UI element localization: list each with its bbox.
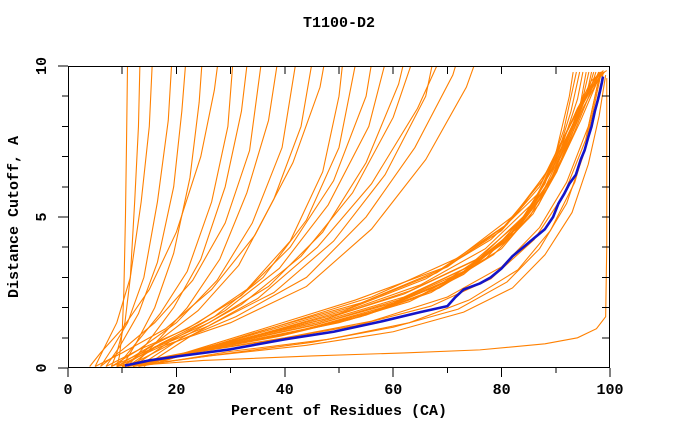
model-curve (100, 66, 173, 367)
model-curve (116, 66, 343, 367)
model-curve (116, 66, 475, 367)
model-curve (111, 66, 433, 367)
chart-title: T1100-D2 (303, 15, 375, 32)
x-tick-label: 20 (167, 382, 185, 399)
model-curve (127, 74, 607, 368)
model-curve (121, 66, 404, 367)
model-curve (105, 66, 372, 367)
y-tick-label: 10 (34, 57, 51, 75)
model-curve (116, 71, 602, 368)
model-curve (100, 66, 262, 367)
x-tick-label: 60 (384, 382, 402, 399)
model-curve (127, 66, 356, 367)
model-curve (138, 66, 412, 367)
model-curve (94, 66, 325, 367)
model-curve (159, 70, 604, 361)
model-curve (132, 71, 595, 366)
highlighted-curve (124, 76, 605, 367)
model-curve (122, 74, 601, 368)
x-axis-label: Percent of Residues (CA) (231, 403, 447, 420)
model-curve (105, 66, 186, 367)
model-curve (122, 78, 608, 368)
model-curve (116, 66, 129, 367)
model-curve (94, 66, 153, 367)
model-curve (132, 71, 603, 368)
axes-layer: 0 20 40 60 80 100 0 5 10 (34, 57, 624, 399)
y-tick-label: 5 (34, 212, 51, 221)
curves-layer (89, 66, 608, 368)
model-curve (127, 66, 457, 367)
x-tick-label: 0 (63, 382, 72, 399)
x-tick-label: 40 (276, 382, 294, 399)
model-curve (149, 71, 605, 365)
x-tick-label: 100 (596, 382, 623, 399)
y-tick-label: 0 (34, 363, 51, 372)
y-axis-label: Distance Cutoff, A (6, 136, 23, 298)
x-tick-label: 80 (493, 382, 511, 399)
model-curve (89, 66, 219, 367)
